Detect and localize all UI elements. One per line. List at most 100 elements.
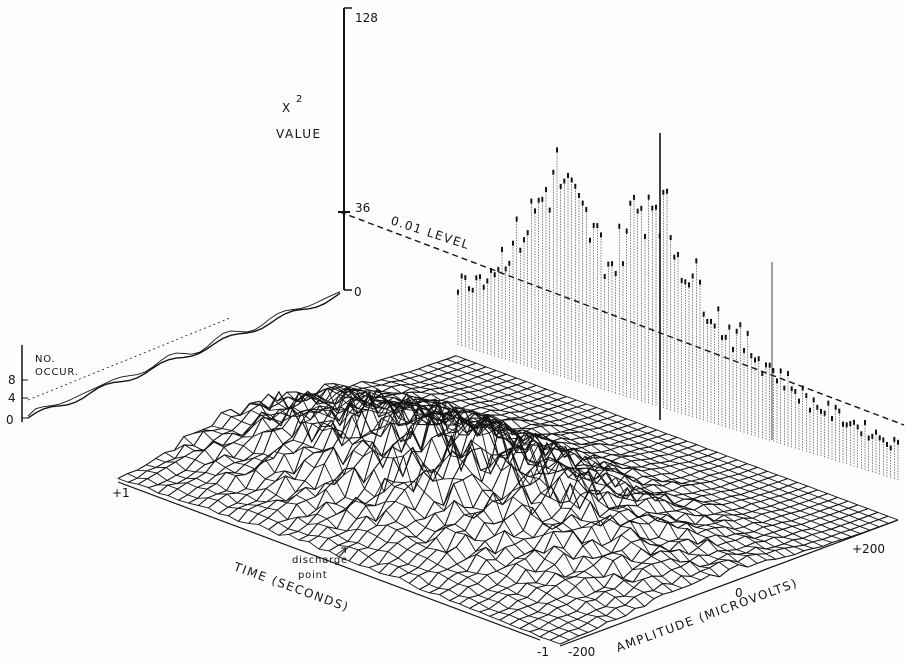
chi-square-stick-cap — [651, 205, 654, 211]
surface-column-line — [136, 469, 579, 637]
chi-square-stick-cap — [669, 235, 672, 241]
chi-square-stick-cap — [526, 230, 529, 236]
chi-square-stick-cap — [776, 378, 778, 384]
chi-square-stick-cap — [823, 410, 826, 416]
surface-row-line — [298, 408, 637, 541]
chi-square-stick-cap — [860, 431, 863, 437]
time-axis-line — [117, 481, 541, 641]
surface-column-line — [117, 478, 561, 645]
chi-square-stick-cap — [537, 197, 540, 203]
chi-square-stick-cap — [464, 275, 467, 281]
discharge-point-label-line2: point — [298, 570, 328, 581]
chi-square-stick-cap — [710, 318, 712, 324]
chi-square-stick-cap — [563, 178, 566, 184]
surface-column-line — [427, 364, 870, 531]
time-tick-label-minus1: -1 — [537, 645, 549, 659]
surface-column-line — [239, 398, 683, 589]
chi-square-stick-cap — [592, 222, 595, 228]
chi-square-stick-cap — [717, 306, 720, 312]
chi-square-stick-cap — [875, 429, 877, 435]
time-tick-label-plus1: +1 — [112, 486, 130, 500]
chi-square-stick-cap — [644, 233, 646, 239]
chi-square-stick-cap — [515, 216, 518, 222]
surface-column-line — [437, 361, 880, 528]
surface-column-line — [211, 417, 655, 600]
chi-square-stick-cap — [508, 260, 511, 266]
occurrence-tick-label-0: 0 — [6, 413, 14, 427]
chi-square-stick-cap — [600, 232, 602, 238]
chi-square-stick-cap — [636, 208, 639, 214]
chi-square-stick-cap — [713, 323, 716, 329]
chi-square-stick-cap — [512, 240, 514, 246]
chi-square-stick-cap — [530, 198, 533, 204]
surface-column-line — [446, 358, 889, 524]
chi-square-stick-cap — [801, 385, 804, 391]
chi-square-stick-cap — [570, 177, 573, 183]
chi-square-stick-cap — [702, 311, 705, 317]
surface-column-line — [127, 473, 570, 641]
chi-square-stick-cap — [787, 371, 789, 376]
chi-square-stick-cap — [706, 318, 709, 324]
chi-square-stick-cap — [460, 273, 463, 279]
chi-square-stick-cap — [574, 183, 577, 189]
chi-square-stick-cap — [820, 408, 822, 414]
chi-square-stick-cap — [589, 237, 591, 243]
chi-square-stick-cap — [629, 200, 632, 206]
chi-square-stick-cap — [688, 282, 690, 288]
chi-square-stick-cap — [607, 261, 610, 267]
chi-square-stick-cap — [523, 237, 525, 243]
surface-column-line — [343, 388, 786, 558]
surface-column-line — [380, 379, 824, 547]
chi-square-stick-cap — [772, 368, 775, 373]
chi-square-stick-cap — [856, 424, 859, 430]
chi-square-stick-cap — [482, 284, 485, 290]
chi-square-stick-cap — [622, 261, 624, 267]
chi-square-stick-cap — [834, 404, 837, 410]
surface-row-line — [549, 515, 889, 641]
surface-column-line — [361, 380, 805, 552]
chi-square-stick-cap — [721, 335, 723, 341]
chi-square-stick-cap — [724, 334, 727, 340]
surface-column-line — [230, 405, 673, 592]
chi-square-stick-cap — [831, 416, 833, 421]
chi-square-stick-cap — [618, 223, 621, 229]
chi-square-stick-cap — [849, 421, 852, 426]
chi-square-stick-cap — [761, 371, 764, 376]
chi-square-stick-cap — [765, 362, 767, 368]
chi-square-stick-cap — [556, 147, 558, 153]
chi-square-stick-cap — [864, 420, 866, 425]
surface-column-line — [277, 386, 720, 578]
profile-curve-secondary — [27, 291, 341, 417]
occurrence-label-line1: NO. — [35, 354, 56, 365]
chi-square-stick-cap — [812, 397, 815, 403]
chi-square-stick-cap — [882, 437, 885, 443]
chi-square-stick-cap — [768, 362, 771, 368]
chi-square-stick-cap — [790, 386, 793, 392]
occurrence-tick-label-4: 4 — [8, 391, 16, 405]
surface-column-line — [193, 430, 636, 609]
chi-square-tick-label-128: 128 — [355, 11, 378, 25]
chi-square-stick-cap — [728, 324, 731, 330]
chi-square-stick-cap — [548, 207, 551, 213]
discharge-point-label-line1: discharge — [292, 555, 348, 566]
chi-square-stick-cap — [585, 207, 588, 212]
chi-square-stick-cap — [578, 193, 580, 198]
chi-square-stick-cap — [662, 189, 665, 195]
surface-column-line — [267, 393, 711, 576]
chi-square-stick-cap — [750, 353, 753, 359]
chi-square-stick-cap — [490, 267, 492, 273]
chi-square-stick-cap — [673, 254, 676, 260]
chi-square-stick-cap — [805, 393, 808, 399]
chi-square-stick-cap — [809, 407, 811, 413]
chi-square-stick-cap — [497, 266, 500, 272]
surface-row-line — [318, 413, 658, 550]
chi-square-stick-cap — [457, 289, 459, 295]
chi-square-stick-cap — [541, 196, 544, 202]
profile-curve-primary — [27, 292, 341, 419]
chi-square-stick-cap — [889, 445, 892, 451]
surface-column-line — [418, 368, 861, 534]
chi-square-stick-cap — [695, 258, 698, 264]
chi-square-stick-cap — [567, 172, 569, 178]
